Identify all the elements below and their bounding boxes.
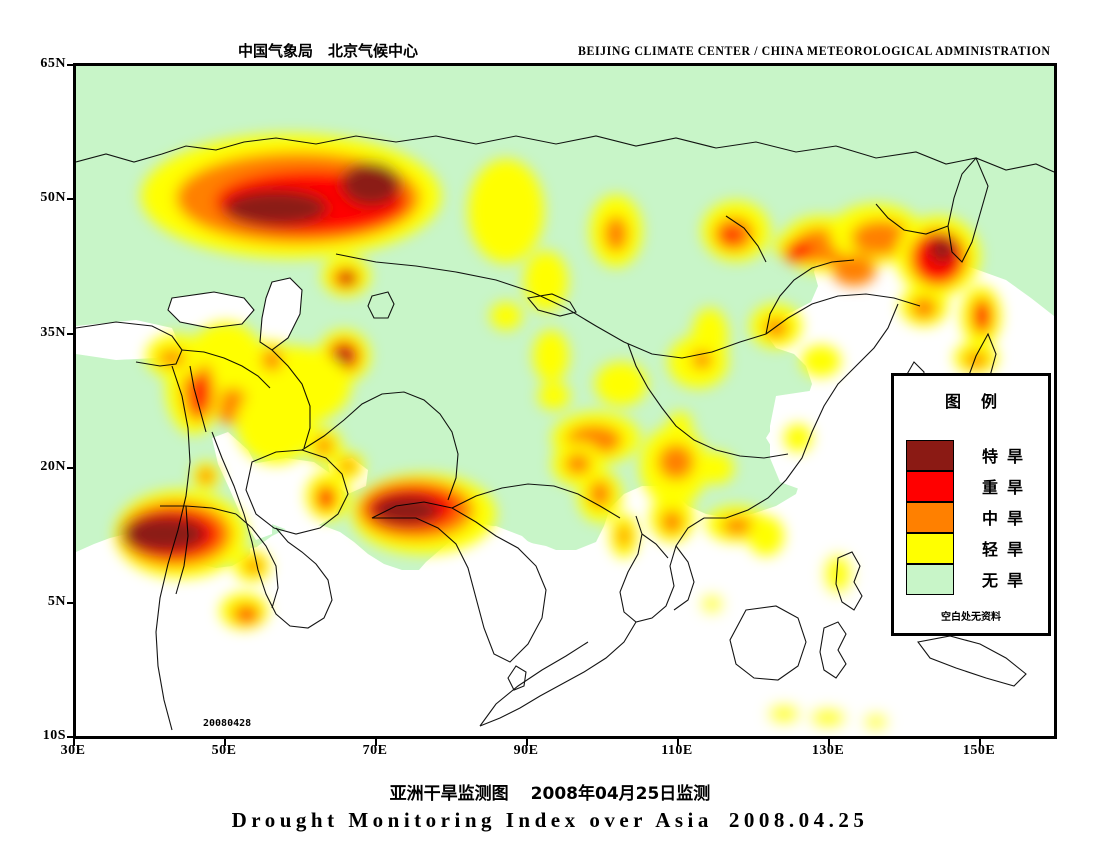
region-north-china xyxy=(750,304,841,377)
legend-note: 空白处无资料 xyxy=(941,612,1001,623)
x-tick-label-30E: 30E xyxy=(60,743,86,758)
header-title-en: BEIJING CLIMATE CENTER / CHINA METEOROLO… xyxy=(578,44,1051,58)
legend-swatch-moderate xyxy=(906,502,954,533)
y-tick-label-20N: 20N xyxy=(40,459,66,474)
header: 中国气象局 北京气候中心 BEIJING CLIMATE CENTER / CH… xyxy=(0,0,1100,60)
generation-date-stamp: 20080428 xyxy=(203,718,252,729)
legend-box: 图例 特旱 重旱 中旱 轻旱 无旱 空白处无资料 xyxy=(891,373,1051,636)
x-tick-label-70E: 70E xyxy=(362,743,388,758)
region-maritime xyxy=(703,556,886,728)
legend-label-light: 轻旱 xyxy=(982,540,1024,559)
x-tick-label-90E: 90E xyxy=(513,743,539,758)
y-tick-label-5N: 5N xyxy=(47,594,66,609)
y-tick-label-65N: 65N xyxy=(40,56,66,71)
region-caucasus xyxy=(254,256,370,381)
region-sudan-ethiopia xyxy=(115,490,247,578)
x-tick-label-130E: 130E xyxy=(811,743,845,758)
legend-swatch-light xyxy=(906,533,954,564)
legend-label-none: 无旱 xyxy=(982,571,1024,590)
legend-label-severe: 重旱 xyxy=(982,478,1024,497)
legend-label-moderate: 中旱 xyxy=(982,509,1024,528)
legend-title: 图例 xyxy=(944,392,1017,411)
region-northeast-china xyxy=(896,216,1001,374)
legend-swatch-extreme xyxy=(906,440,954,471)
y-tick-label-35N: 35N xyxy=(40,325,66,340)
region-west-siberia xyxy=(468,159,544,263)
legend-label-extreme: 特旱 xyxy=(982,447,1024,466)
region-northwest-india xyxy=(352,474,496,554)
legend-swatch-severe xyxy=(906,471,954,502)
x-tick-label-150E: 150E xyxy=(962,743,996,758)
title-en: Drought Monitoring Index over Asia 2008.0… xyxy=(231,808,869,832)
y-tick-label-10S: 10S xyxy=(42,728,66,743)
region-xinjiang xyxy=(490,302,570,410)
region-mongolia xyxy=(702,201,922,286)
x-tick-label-50E: 50E xyxy=(211,743,237,758)
header-title-cn: 中国气象局 北京气候中心 xyxy=(238,42,419,60)
legend-swatch-none xyxy=(906,564,954,595)
region-ural xyxy=(141,134,441,258)
region-south-china xyxy=(706,506,784,556)
title-cn: 亚洲干旱监测图 2008年04月25日监测 xyxy=(389,784,711,804)
x-tick-label-110E: 110E xyxy=(661,743,693,758)
y-tick-label-50N: 50N xyxy=(40,190,66,205)
region-bangladesh xyxy=(552,442,638,558)
region-gulf xyxy=(236,384,364,520)
